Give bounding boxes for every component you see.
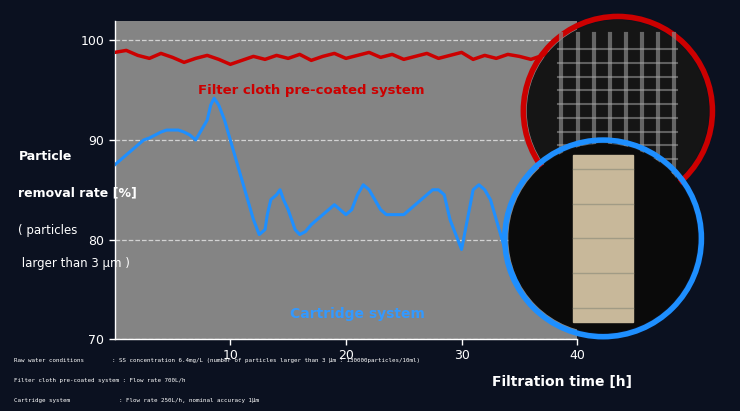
Text: Cartridge system              : Flow rate 250L/h, nominal accuracy 1μm: Cartridge system : Flow rate 250L/h, nom…	[14, 398, 259, 403]
Text: Cartridge system: Cartridge system	[290, 307, 425, 321]
Text: ( particles: ( particles	[18, 224, 78, 237]
Text: larger than 3 μm ): larger than 3 μm )	[18, 256, 130, 270]
Circle shape	[509, 144, 697, 332]
Text: Particle: Particle	[18, 150, 72, 163]
Text: removal rate [%]: removal rate [%]	[18, 187, 138, 200]
Text: Filtration time [h]: Filtration time [h]	[492, 375, 633, 389]
Text: Raw water conditions        : SS concentration 6.4mg/L (number of particles larg: Raw water conditions : SS concentration …	[14, 358, 420, 363]
Text: Filter cloth pre-coated system: Filter cloth pre-coated system	[198, 84, 425, 97]
Circle shape	[528, 21, 708, 201]
Text: Filter cloth pre-coated system : Flow rate 700L/h: Filter cloth pre-coated system : Flow ra…	[14, 378, 186, 383]
Bar	[574, 155, 633, 322]
